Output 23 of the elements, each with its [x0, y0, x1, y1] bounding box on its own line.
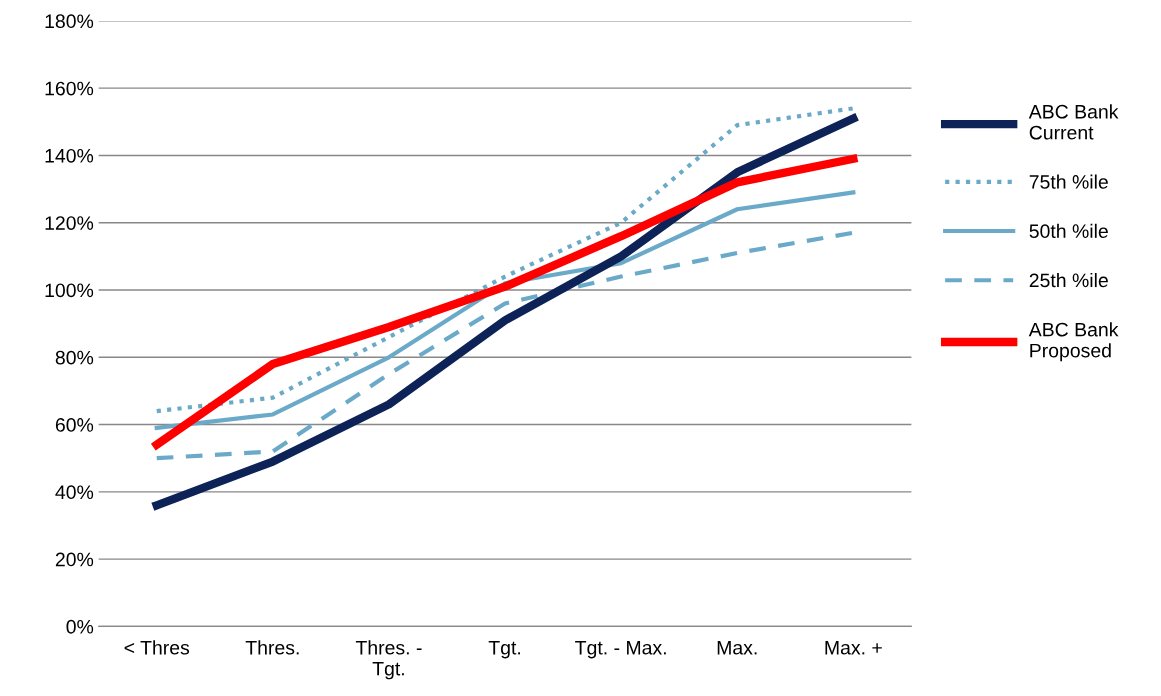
y-tick-label: 160%: [45, 81, 94, 96]
x-tick-label: Thres.: [245, 640, 299, 655]
y-tick-label: 140%: [45, 148, 94, 163]
x-tick-label: < Thres: [124, 640, 190, 655]
y-tick-label: 180%: [45, 14, 94, 29]
y-tick-label: 0%: [66, 619, 94, 634]
x-tick-label: Max. +: [825, 641, 882, 655]
legend-label: ABC Bank Current: [1028, 104, 1119, 140]
legend-label: 75th %ile: [1029, 174, 1108, 189]
x-tick-label: Thres. - Tgt.: [355, 640, 422, 680]
legend-label: 50th %ile: [1029, 223, 1108, 239]
y-tick-label: 100%: [45, 283, 94, 298]
y-tick-label: 120%: [45, 216, 94, 230]
x-tick-label: Tgt.: [488, 641, 521, 659]
x-tick-label: Max.: [717, 641, 757, 655]
legend-label: ABC Bank Proposed: [1028, 322, 1119, 362]
legend-label: 25th %ile: [1029, 272, 1108, 288]
y-tick-label: 20%: [55, 552, 94, 567]
y-tick-label: 60%: [55, 418, 94, 432]
y-tick-label: 40%: [55, 485, 94, 500]
y-tick-label: 80%: [55, 350, 94, 365]
x-tick-label: Tgt. - Max.: [575, 641, 666, 659]
line-series: [154, 106, 856, 414]
